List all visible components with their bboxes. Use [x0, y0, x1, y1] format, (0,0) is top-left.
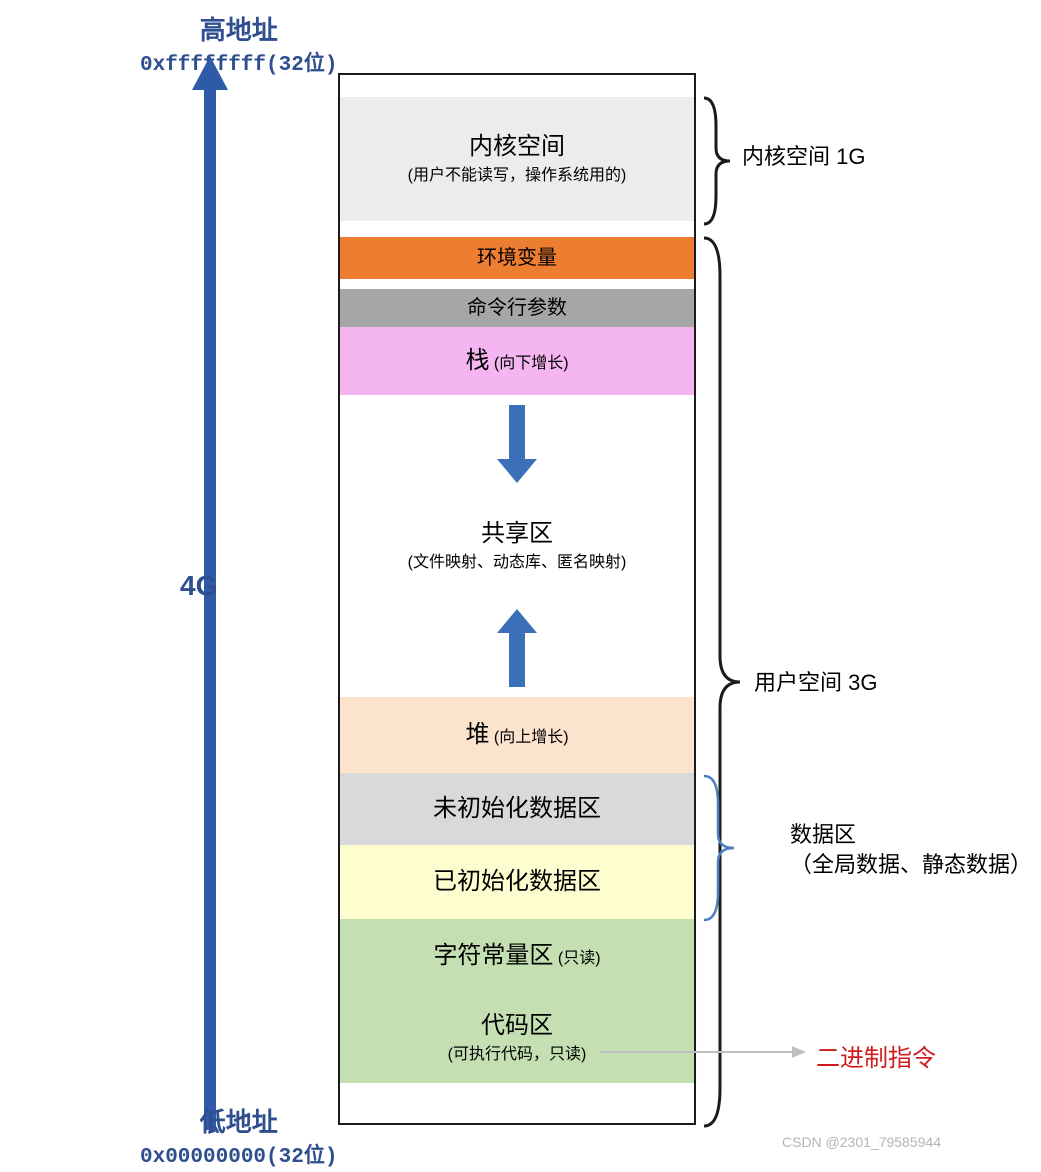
low-address-label: 低地址 0x00000000(32位) [140, 1102, 337, 1169]
segment-text: 代码区 (可执行代码，只读) [338, 993, 696, 1085]
segment-subtitle: (可执行代码，只读) [448, 1045, 587, 1065]
segment-title: 内核空间 [469, 132, 565, 162]
segment-argv: 命令行参数 [338, 289, 696, 329]
binary-instr-callout-arrow [596, 1040, 810, 1064]
segment-title: 环境变量 [477, 246, 557, 271]
segment-title: 命令行参数 [467, 296, 567, 321]
segment-title: 代码区 [481, 1011, 553, 1041]
diagram-canvas: 高地址 0xffffffff(32位) 4G 低地址 0x00000000(32… [10, 10, 1031, 1162]
segment-subtitle: (只读) [553, 950, 600, 967]
high-address-label: 高地址 0xffffffff(32位) [140, 10, 337, 77]
segment-subtitle: (用户不能读写，操作系统用的) [408, 166, 627, 186]
segment-title: 堆 [465, 721, 489, 748]
data-area-annotation: 数据区 （全局数据、静态数据） [790, 820, 1031, 879]
heap-grow-up-arrow [497, 609, 537, 687]
segment-title: 共享区 [481, 519, 553, 549]
kernel-brace [700, 96, 736, 226]
watermark: CSDN @2301_79585944 [782, 1134, 941, 1150]
segment-title: 字符常量区 [433, 942, 553, 969]
segment-down-arrow [338, 395, 696, 495]
segment-shared: 共享区 (文件映射、动态库、匿名映射) [338, 493, 696, 601]
total-size-label: 4G [180, 570, 217, 602]
segment-data: 已初始化数据区 [338, 845, 696, 921]
segment-up-arrow [338, 599, 696, 699]
segment-rodata: 字符常量区 (只读) [338, 919, 696, 995]
segment-subtitle: (文件映射、动态库、匿名映射) [408, 553, 627, 573]
segment-title: 已初始化数据区 [433, 867, 601, 897]
segment-title: 未初始化数据区 [433, 794, 601, 824]
segment-title: 栈 [465, 347, 489, 374]
segment-bot-gap [338, 1083, 696, 1125]
segment-subtitle: (向上增长) [489, 729, 568, 746]
binary-instruction-label: 二进制指令 [816, 1038, 936, 1073]
segment-kernel: 内核空间 (用户不能读写，操作系统用的) [338, 97, 696, 223]
segment-stack-seg: 栈 (向下增长) [338, 327, 696, 397]
segment-heap: 堆 (向上增长) [338, 697, 696, 775]
segment-top-gap [338, 73, 696, 99]
data-area-brace [700, 774, 740, 922]
segment-subtitle: (向下增长) [489, 355, 568, 372]
stack-grow-down-arrow [497, 405, 537, 483]
segment-env: 环境变量 [338, 237, 696, 281]
user-space-annotation: 用户空间 3G [754, 668, 877, 698]
segment-bss: 未初始化数据区 [338, 773, 696, 847]
user-brace [700, 236, 744, 1128]
kernel-space-annotation: 内核空间 1G [742, 142, 865, 172]
